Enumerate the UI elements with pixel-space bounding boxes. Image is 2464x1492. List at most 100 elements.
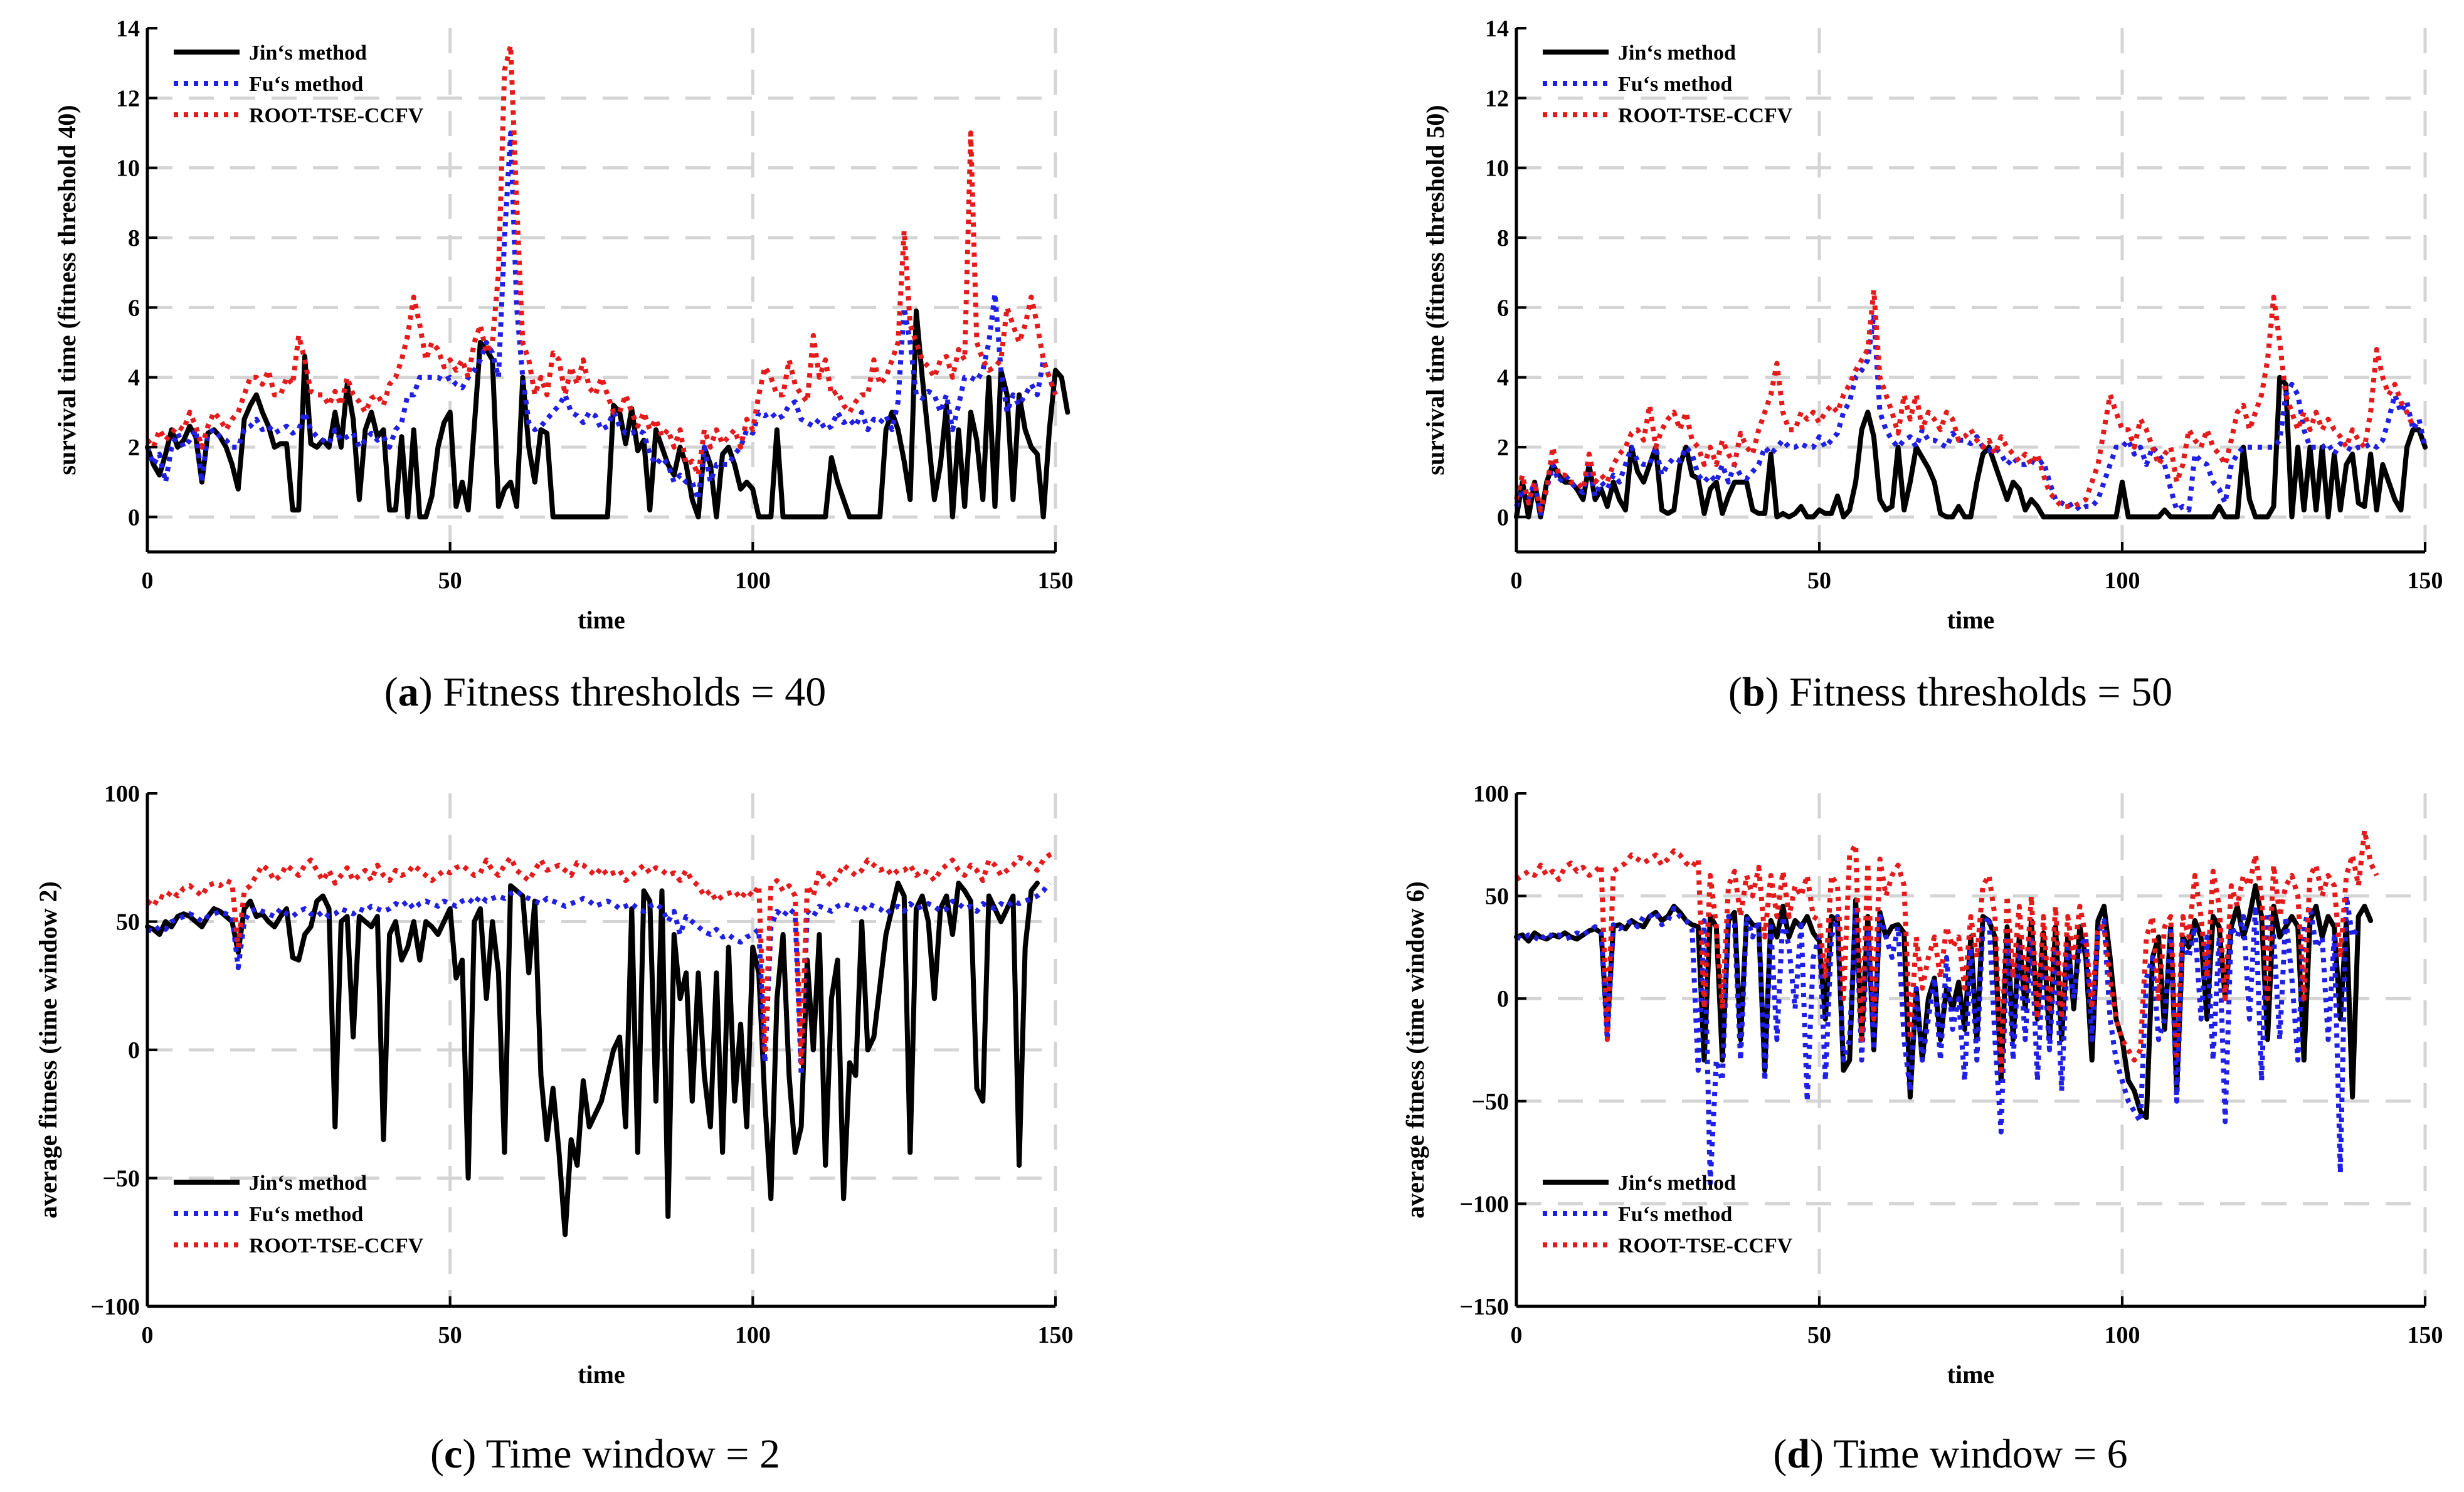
legend: Jin‘s method Fu‘s method ROOT-TSE-CCFV	[1543, 1172, 1793, 1257]
legend-label-fu: Fu‘s method	[249, 73, 363, 96]
legend-label-fu: Fu‘s method	[249, 1203, 363, 1226]
x-tick-label: 100	[735, 568, 771, 594]
x-tick-label: 50	[1807, 1322, 1831, 1348]
y-tick-label: 50	[1485, 884, 1509, 910]
y-tick-label: 4	[128, 365, 140, 391]
legend-label-root: ROOT-TSE-CCFV	[1618, 104, 1793, 127]
x-tick-label: 0	[142, 1322, 154, 1348]
series-line-jin	[1514, 883, 2374, 1120]
legend-label-root: ROOT-TSE-CCFV	[1618, 1234, 1793, 1257]
caption-paren: )	[1765, 669, 1779, 715]
x-tick-label: 0	[142, 568, 154, 594]
y-tick-label: 14	[1485, 16, 1509, 42]
caption-paren: )	[1810, 1431, 1824, 1477]
caption-paren: )	[419, 669, 433, 715]
chart-panel-a: 0 50 100 150 0 2 4 6 8 10 12 14 time survival time (f…	[53, 16, 1074, 715]
chart-panel-d: 0 50 100 150 −150 −100 −50 0 50 100 time average fi…	[1401, 781, 2443, 1477]
y-tick-label: 12	[1485, 85, 1509, 112]
x-tick-label: 100	[2105, 568, 2140, 594]
y-axis-title: survival time (fitness threshold 50)	[1421, 105, 1449, 475]
y-tick-label: 6	[128, 295, 140, 321]
x-tick-label: 150	[2408, 1322, 2443, 1348]
y-axis-title: survival time (fitness threshold 40)	[53, 105, 81, 475]
x-tick-label: 50	[1807, 568, 1831, 594]
legend-label-jin: Jin‘s method	[249, 1172, 367, 1195]
caption-letter: d	[1787, 1431, 1810, 1477]
x-tick-label: 0	[1511, 1322, 1523, 1348]
y-tick-label: −50	[102, 1166, 140, 1192]
chart-panel-b: 0 50 100 150 0 2 4 6 8 10 12 14 time survival time (f…	[1421, 16, 2443, 715]
y-tick-label: 10	[1485, 156, 1509, 182]
legend-label-fu: Fu‘s method	[1618, 73, 1732, 96]
x-tick-label: 150	[2408, 568, 2443, 594]
caption-letter: c	[444, 1431, 462, 1477]
y-tick-label: −50	[1471, 1089, 1509, 1115]
y-tick-label: 2	[128, 435, 140, 461]
grid	[1516, 793, 2427, 1308]
x-axis-title: time	[1947, 1360, 1995, 1389]
x-axis-title: time	[578, 1360, 625, 1389]
caption-letter: a	[398, 669, 419, 715]
x-tick-label: 50	[438, 568, 462, 594]
y-tick-label: 6	[1497, 295, 1509, 321]
y-tick-label: 8	[128, 225, 140, 251]
legend: Jin‘s method Fu‘s method ROOT-TSE-CCFV	[174, 1172, 424, 1257]
y-tick-label: 2	[1497, 435, 1509, 461]
y-tick-label: 8	[1497, 225, 1509, 251]
x-tick-label: 50	[438, 1322, 462, 1348]
caption-paren: (	[384, 669, 398, 715]
y-axis-title: average fitness (time window 2)	[34, 881, 62, 1219]
series-line-fu	[1515, 893, 2361, 1186]
caption-body: Fitness thresholds = 50	[1779, 669, 2173, 715]
y-tick-label: 10	[116, 156, 140, 182]
y-tick-label: 50	[116, 909, 140, 936]
x-tick-label: 100	[735, 1322, 771, 1348]
series-line-jin	[145, 881, 1040, 1237]
y-tick-label: 0	[128, 504, 140, 531]
series-line-fu	[146, 881, 1052, 1078]
legend-label-root: ROOT-TSE-CCFV	[249, 104, 424, 127]
y-axis-title: average fitness (time window 6)	[1401, 881, 1429, 1219]
x-tick-label: 0	[1511, 568, 1523, 594]
panel-caption: (c) Time window = 2	[430, 1431, 780, 1477]
x-tick-label: 150	[1038, 568, 1074, 594]
legend-label-jin: Jin‘s method	[1618, 41, 1736, 65]
chart-panel-c: 0 50 100 150 −100 −50 0 50 100 time average fitnes…	[34, 781, 1074, 1477]
legend-label-root: ROOT-TSE-CCFV	[249, 1234, 424, 1257]
y-tick-label: −100	[90, 1294, 140, 1320]
caption-paren: )	[462, 1431, 476, 1477]
series-line-root	[1515, 827, 2379, 1073]
caption-body: Time window = 6	[1824, 1431, 2128, 1477]
y-tick-label: −100	[1459, 1191, 1509, 1217]
caption-paren: (	[430, 1431, 444, 1477]
panel-caption: (d) Time window = 6	[1773, 1431, 2127, 1477]
x-tick-label: 150	[1038, 1322, 1074, 1348]
panel-caption: (b) Fitness thresholds = 50	[1728, 669, 2172, 715]
y-tick-label: −150	[1459, 1294, 1509, 1320]
y-tick-label: 0	[1497, 986, 1509, 1012]
y-tick-label: 100	[1473, 781, 1509, 807]
series-line-root	[145, 850, 1057, 1066]
caption-body: Fitness thresholds = 40	[433, 669, 827, 715]
x-tick-label: 100	[2105, 1322, 2140, 1348]
legend: Jin‘s method Fu‘s method ROOT-TSE-CCFV	[174, 41, 424, 127]
panel-caption: (a) Fitness thresholds = 40	[384, 669, 827, 715]
series-line-fu	[1514, 312, 2428, 516]
y-tick-label: 100	[104, 781, 140, 807]
series-line-jin	[1514, 374, 2428, 520]
x-axis-title: time	[1947, 606, 1995, 634]
series-line-root	[1514, 287, 2416, 513]
caption-paren: (	[1728, 669, 1742, 715]
x-axis-title: time	[578, 606, 625, 634]
y-tick-label: 0	[128, 1037, 140, 1064]
legend-label-jin: Jin‘s method	[249, 41, 367, 65]
caption-body: Time window = 2	[476, 1431, 780, 1477]
y-tick-label: 4	[1497, 365, 1509, 391]
caption-paren: (	[1773, 1431, 1787, 1477]
y-tick-label: 12	[116, 85, 140, 112]
y-tick-label: 14	[116, 16, 140, 42]
series-line-jin	[145, 308, 1071, 520]
legend: Jin‘s method Fu‘s method ROOT-TSE-CCFV	[1543, 41, 1793, 127]
legend-label-jin: Jin‘s method	[1618, 1172, 1736, 1195]
